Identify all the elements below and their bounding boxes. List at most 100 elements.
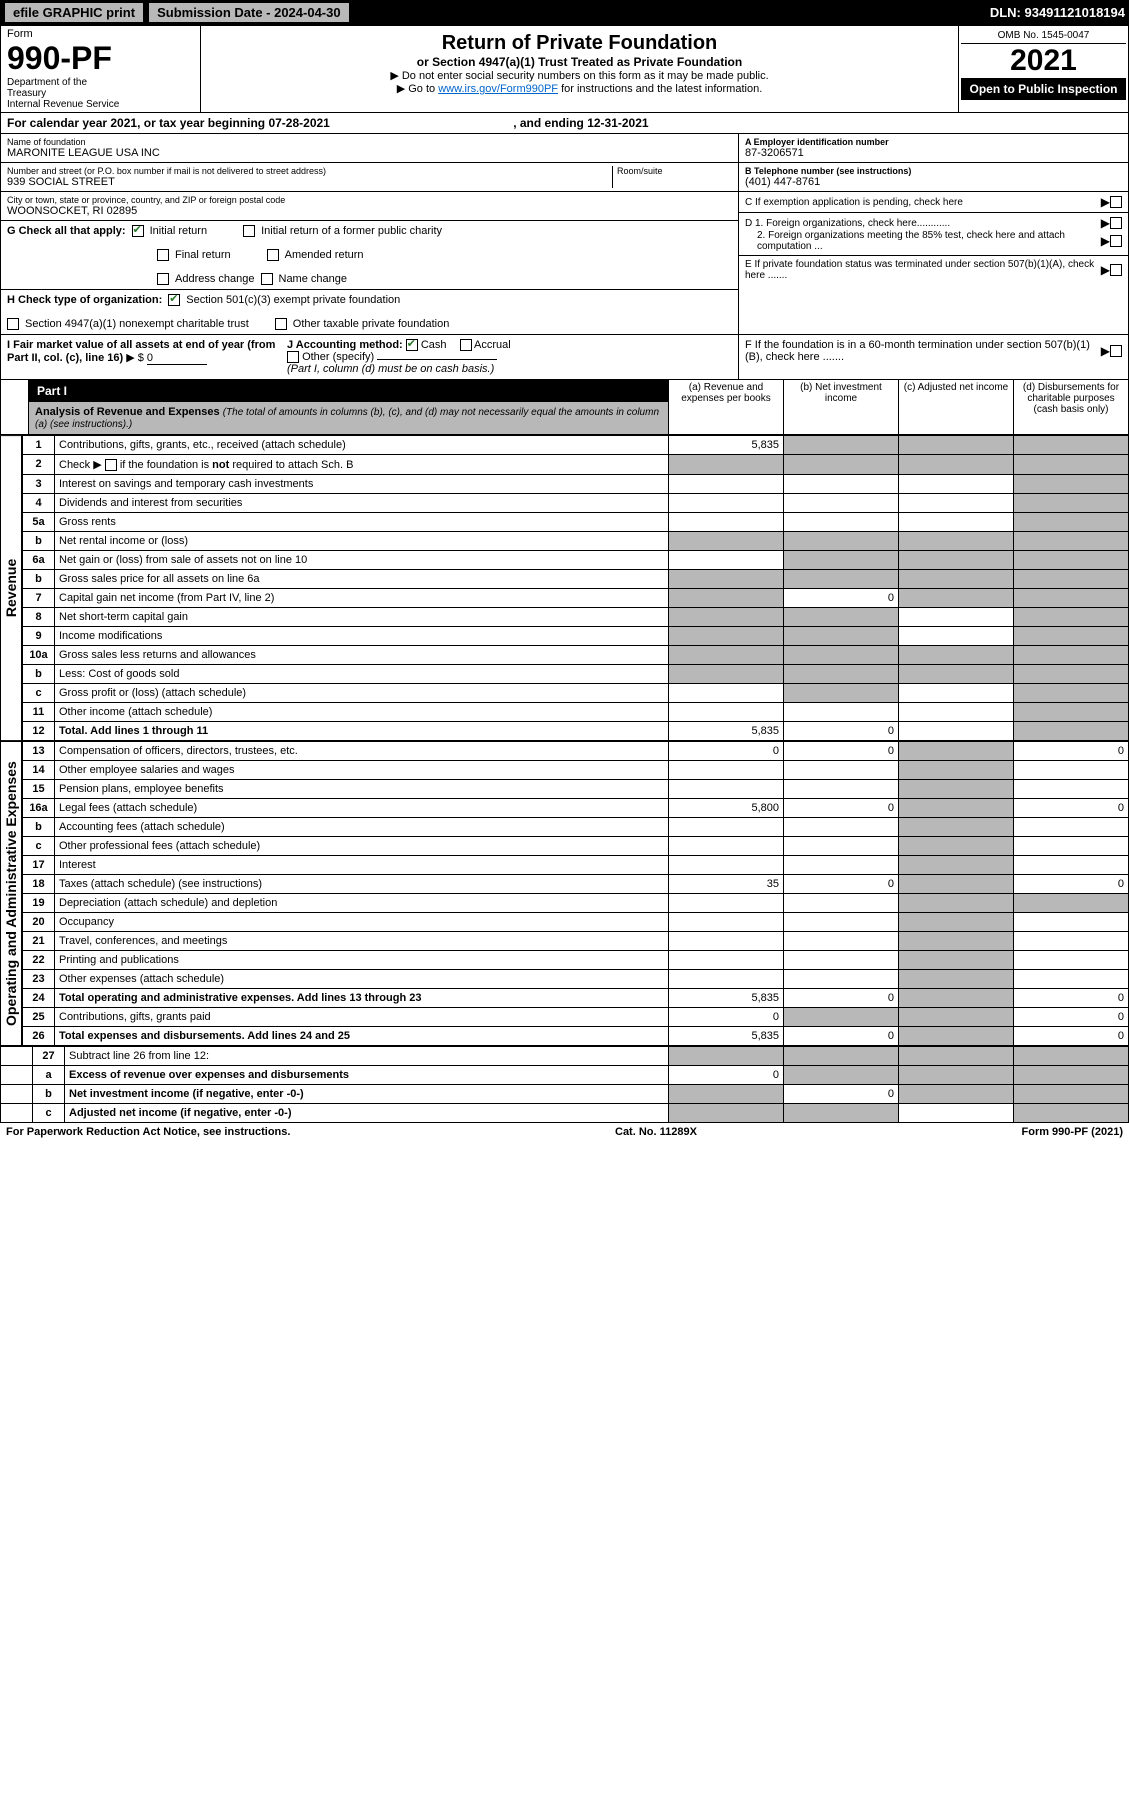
amended-return-checkbox[interactable]: [267, 249, 279, 261]
omb-number: OMB No. 1545-0047: [961, 28, 1126, 44]
revenue-section: Revenue 1Contributions, gifts, grants, e…: [0, 435, 1129, 741]
foundation-name-cell: Name of foundation MARONITE LEAGUE USA I…: [1, 134, 738, 163]
top-bar: efile GRAPHIC print Submission Date - 20…: [0, 0, 1129, 25]
city-state-zip: WOONSOCKET, RI 02895: [7, 205, 732, 217]
table-row: 6aNet gain or (loss) from sale of assets…: [23, 551, 1129, 570]
table-row: cAdjusted net income (if negative, enter…: [1, 1104, 1129, 1123]
g-check-row: G Check all that apply: Initial return I…: [1, 221, 738, 290]
table-row: 16aLegal fees (attach schedule)5,80000: [23, 799, 1129, 818]
schb-checkbox[interactable]: [105, 459, 117, 471]
table-row: 21Travel, conferences, and meetings: [23, 932, 1129, 951]
header-right: OMB No. 1545-0047 2021 Open to Public In…: [958, 26, 1128, 112]
f-checkbox[interactable]: [1110, 345, 1122, 357]
d1-checkbox[interactable]: [1110, 217, 1122, 229]
form-version: Form 990-PF (2021): [1022, 1126, 1123, 1138]
foundation-name: MARONITE LEAGUE USA INC: [7, 147, 732, 159]
summary-table: 27Subtract line 26 from line 12: aExcess…: [0, 1046, 1129, 1123]
expenses-side-label: Operating and Administrative Expenses: [0, 741, 22, 1046]
table-row: 7Capital gain net income (from Part IV, …: [23, 589, 1129, 608]
ij-left: I Fair market value of all assets at end…: [1, 335, 738, 379]
efile-button[interactable]: efile GRAPHIC print: [4, 2, 144, 23]
table-row: 10aGross sales less returns and allowanc…: [23, 646, 1129, 665]
paperwork-notice: For Paperwork Reduction Act Notice, see …: [6, 1126, 290, 1138]
arrow-icon: ▶: [1101, 344, 1110, 358]
header-center: Return of Private Foundation or Section …: [201, 26, 958, 112]
other-method-checkbox[interactable]: [287, 351, 299, 363]
table-row: 15Pension plans, employee benefits: [23, 780, 1129, 799]
revenue-side-label: Revenue: [0, 435, 22, 741]
table-row: 19Depreciation (attach schedule) and dep…: [23, 894, 1129, 913]
year-begin: 07-28-2021: [268, 116, 329, 130]
address-change-checkbox[interactable]: [157, 273, 169, 285]
table-row: 3Interest on savings and temporary cash …: [23, 475, 1129, 494]
open-public: Open to Public Inspection: [961, 78, 1126, 100]
expenses-section: Operating and Administrative Expenses 13…: [0, 741, 1129, 1046]
table-row: 11Other income (attach schedule): [23, 703, 1129, 722]
revenue-table: 1Contributions, gifts, grants, etc., rec…: [22, 435, 1129, 741]
dln-label: DLN: 93491121018194: [990, 5, 1125, 20]
table-row: 8Net short-term capital gain: [23, 608, 1129, 627]
table-row: 20Occupancy: [23, 913, 1129, 932]
form-number: 990-PF: [7, 40, 194, 77]
form-title: Return of Private Foundation: [207, 32, 952, 55]
h-label: H Check type of organization:: [7, 294, 162, 306]
initial-return-checkbox[interactable]: [132, 225, 144, 237]
table-row: 9Income modifications: [23, 627, 1129, 646]
irs-link[interactable]: www.irs.gov/Form990PF: [438, 83, 558, 95]
other-taxable-checkbox[interactable]: [275, 318, 287, 330]
arrow-icon: ▶: [1101, 234, 1110, 248]
e-cell: E If private foundation status was termi…: [739, 256, 1128, 284]
c-cell: C If exemption application is pending, c…: [739, 192, 1128, 213]
table-row: 24Total operating and administrative exp…: [23, 989, 1129, 1008]
info-right: A Employer identification number 87-3206…: [738, 134, 1128, 334]
fmv-value: 0: [147, 352, 207, 365]
table-row: 2Check ▶ if the foundation is not requir…: [23, 455, 1129, 475]
table-row: cOther professional fees (attach schedul…: [23, 837, 1129, 856]
e-checkbox[interactable]: [1110, 264, 1122, 276]
501c3-checkbox[interactable]: [168, 294, 180, 306]
address-cell: Number and street (or P.O. box number if…: [1, 163, 738, 192]
note-ssn: ▶ Do not enter social security numbers o…: [207, 69, 952, 82]
table-row: bAccounting fees (attach schedule): [23, 818, 1129, 837]
table-row: 25Contributions, gifts, grants paid00: [23, 1008, 1129, 1027]
city-cell: City or town, state or province, country…: [1, 192, 738, 221]
footer: For Paperwork Reduction Act Notice, see …: [0, 1123, 1129, 1141]
g-label: G Check all that apply:: [7, 225, 126, 237]
table-row: 26Total expenses and disbursements. Add …: [23, 1027, 1129, 1046]
c-checkbox[interactable]: [1110, 196, 1122, 208]
initial-former-checkbox[interactable]: [243, 225, 255, 237]
ein-value: 87-3206571: [745, 147, 1122, 159]
4947a1-checkbox[interactable]: [7, 318, 19, 330]
col-b-header: (b) Net investment income: [783, 380, 898, 434]
table-row: aExcess of revenue over expenses and dis…: [1, 1066, 1129, 1085]
part1-title: Analysis of Revenue and Expenses: [35, 406, 220, 418]
table-row: bNet investment income (if negative, ent…: [1, 1085, 1129, 1104]
d2-checkbox[interactable]: [1110, 235, 1122, 247]
info-grid: Name of foundation MARONITE LEAGUE USA I…: [0, 134, 1129, 335]
phone-cell: B Telephone number (see instructions) (4…: [739, 163, 1128, 192]
h-check-row: H Check type of organization: Section 50…: [1, 290, 738, 334]
arrow-icon: ▶: [1101, 263, 1110, 277]
table-row: 18Taxes (attach schedule) (see instructi…: [23, 875, 1129, 894]
final-return-checkbox[interactable]: [157, 249, 169, 261]
table-row: 1Contributions, gifts, grants, etc., rec…: [23, 436, 1129, 455]
arrow-icon: ▶: [1101, 216, 1110, 230]
year-end: 12-31-2021: [587, 116, 648, 130]
col-c-header: (c) Adjusted net income: [898, 380, 1013, 434]
accrual-checkbox[interactable]: [460, 339, 472, 351]
table-row: 23Other expenses (attach schedule): [23, 970, 1129, 989]
f-cell: F If the foundation is in a 60-month ter…: [738, 335, 1128, 379]
table-row: bGross sales price for all assets on lin…: [23, 570, 1129, 589]
room-label: Room/suite: [617, 166, 732, 176]
form-label: Form: [7, 28, 194, 40]
table-row: 13Compensation of officers, directors, t…: [23, 742, 1129, 761]
note-link: ▶ Go to www.irs.gov/Form990PF for instru…: [207, 82, 952, 95]
table-row: 27Subtract line 26 from line 12:: [1, 1047, 1129, 1066]
name-change-checkbox[interactable]: [261, 273, 273, 285]
calendar-year-row: For calendar year 2021, or tax year begi…: [0, 113, 1129, 134]
table-row: bNet rental income or (loss): [23, 532, 1129, 551]
cash-checkbox[interactable]: [406, 339, 418, 351]
table-row: bLess: Cost of goods sold: [23, 665, 1129, 684]
col-d-header: (d) Disbursements for charitable purpose…: [1013, 380, 1128, 434]
section-ijf: I Fair market value of all assets at end…: [0, 335, 1129, 380]
